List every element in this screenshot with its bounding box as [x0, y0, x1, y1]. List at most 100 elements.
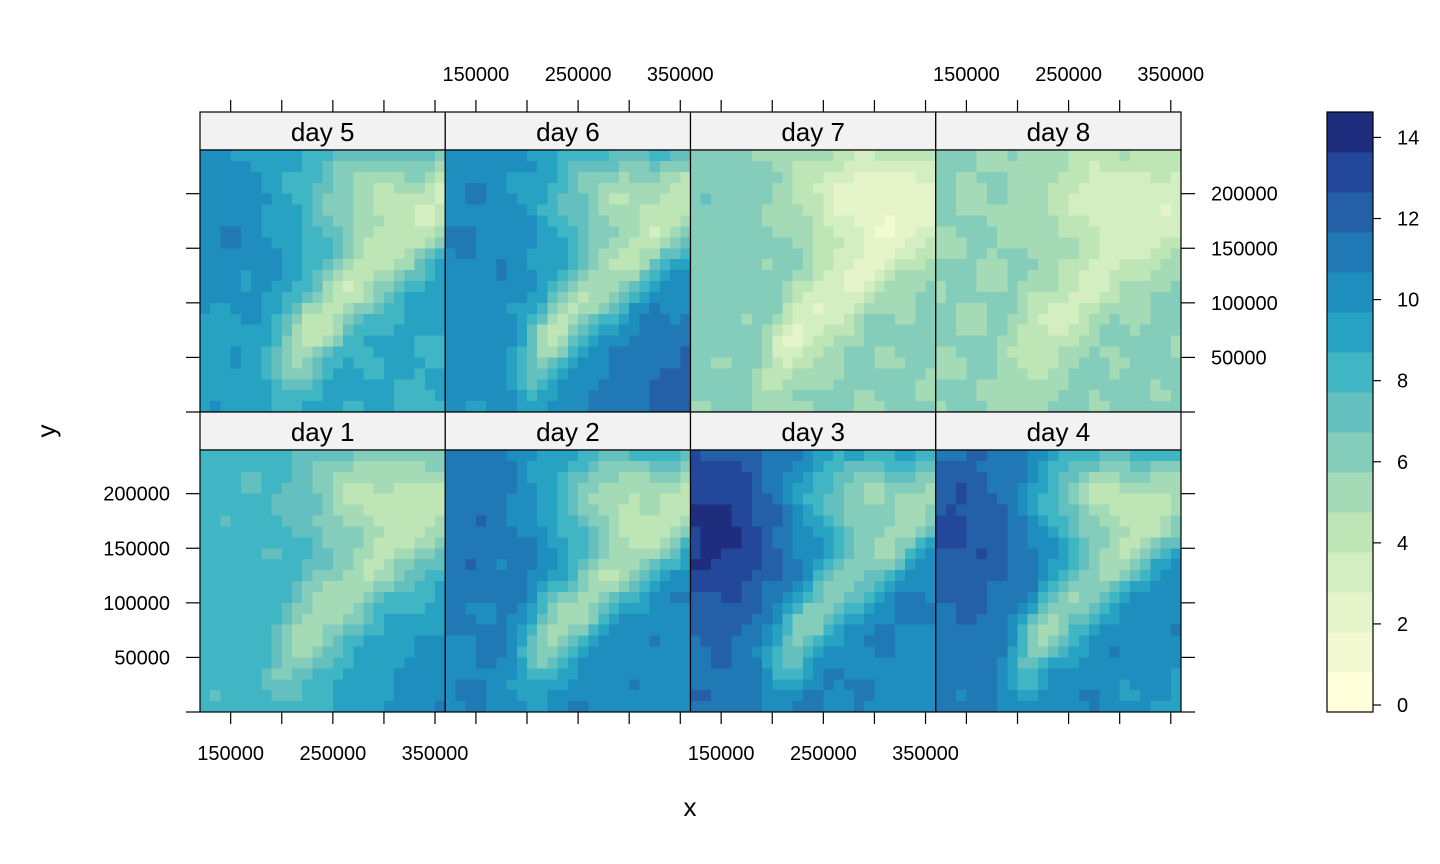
heatmap-cell [894, 570, 906, 582]
heatmap-cell [251, 171, 262, 184]
heatmap-cell [823, 668, 835, 680]
heatmap-cell [690, 215, 702, 228]
heatmap-cell [220, 635, 232, 648]
heatmap-cell [465, 559, 477, 571]
heatmap-cell [894, 482, 906, 495]
heatmap-cell [833, 182, 845, 195]
heatmap-cell [884, 526, 896, 538]
heatmap-cell [312, 204, 324, 217]
heatmap-cell [404, 635, 416, 648]
heatmap-cell [894, 460, 906, 473]
heatmap-cell [925, 270, 937, 282]
heatmap-cell [465, 215, 477, 228]
heatmap-cell [281, 313, 293, 326]
heatmap-cell [383, 613, 395, 626]
heatmap-cell [741, 248, 753, 260]
heatmap-cell [823, 313, 835, 326]
heatmap-cell [200, 182, 211, 195]
heatmap-cell [639, 270, 651, 282]
heatmap-cell [1170, 281, 1182, 293]
heatmap-cell [782, 679, 794, 691]
heatmap-cell [475, 160, 487, 173]
heatmap-cell [629, 302, 641, 315]
heatmap-cell [465, 379, 477, 391]
heatmap-cell [578, 324, 589, 337]
heatmap-cell [363, 204, 375, 217]
heatmap-cell [608, 613, 620, 626]
heatmap-cell [751, 450, 763, 462]
heatmap-cell [230, 324, 242, 337]
heatmap-cell [721, 324, 732, 337]
heatmap-cell [1150, 259, 1162, 271]
heatmap-cell [383, 679, 395, 691]
heatmap-cell [1109, 160, 1121, 173]
heatmap-cell [1048, 515, 1059, 528]
heatmap-cell [782, 450, 794, 462]
panel-strip-label: day 5 [291, 117, 355, 147]
heatmap-cell [527, 357, 538, 369]
heatmap-cell [956, 624, 968, 637]
heatmap-cell [343, 302, 354, 315]
heatmap-cell [976, 679, 988, 691]
heatmap-cell [343, 401, 354, 413]
heatmap-cell [894, 335, 906, 348]
heatmap-cell [772, 379, 784, 391]
heatmap-cell [1129, 690, 1141, 702]
heatmap-cell [1170, 204, 1182, 217]
heatmap-cell [578, 313, 589, 326]
heatmap-cell [864, 646, 876, 659]
heatmap-cell [475, 624, 487, 637]
heatmap-cell [475, 368, 487, 380]
heatmap-cell [598, 701, 610, 713]
heatmap-cell [547, 291, 559, 304]
heatmap-cell [1007, 324, 1019, 337]
heatmap-cell [945, 504, 957, 517]
heatmap-cell [1089, 450, 1100, 462]
heatmap-cell [465, 657, 477, 669]
heatmap-cell [986, 270, 998, 282]
heatmap-cell [343, 537, 354, 549]
heatmap-cell [935, 581, 947, 593]
heatmap-cell [659, 668, 671, 680]
heatmap-cell [567, 281, 579, 293]
heatmap-cell [1037, 668, 1049, 680]
heatmap-cell [997, 613, 1008, 626]
heatmap-cell [751, 248, 763, 260]
heatmap-cell [1017, 226, 1029, 238]
heatmap-cell [802, 690, 814, 702]
heatmap-cell [291, 281, 303, 293]
heatmap-cell [997, 701, 1008, 713]
heatmap-cell [383, 346, 395, 359]
heatmap-cell [649, 346, 661, 359]
heatmap-cell [762, 226, 773, 238]
heatmap-cell [547, 635, 559, 648]
heatmap-cell [1017, 504, 1029, 517]
heatmap-cell [322, 226, 334, 238]
heatmap-cell [455, 690, 467, 702]
heatmap-cell [383, 515, 395, 528]
heatmap-cell [1160, 537, 1172, 549]
heatmap-cell [291, 226, 303, 238]
heatmap-cell [1119, 646, 1131, 659]
heatmap-cell [475, 450, 487, 462]
heatmap-cell [598, 624, 610, 637]
heatmap-cell [884, 248, 896, 260]
heatmap-cell [976, 368, 988, 380]
heatmap-cell [537, 390, 549, 402]
heatmap-cell [710, 515, 722, 528]
heatmap-cell [1150, 504, 1162, 517]
heatmap-cell [1129, 390, 1141, 402]
heatmap-cell [833, 624, 845, 637]
heatmap-cell [731, 537, 743, 549]
heatmap-cell [547, 259, 559, 271]
panel-strip [199, 111, 446, 151]
heatmap-cell [373, 215, 385, 228]
heatmap-cell [383, 657, 395, 669]
heatmap-cell [302, 591, 314, 604]
heatmap-cell [383, 259, 395, 271]
heatmap-cell [261, 237, 273, 249]
heatmap-cell [373, 635, 385, 648]
heatmap-cell [823, 335, 835, 348]
heatmap-cell [506, 324, 518, 337]
heatmap-cell [332, 215, 344, 228]
